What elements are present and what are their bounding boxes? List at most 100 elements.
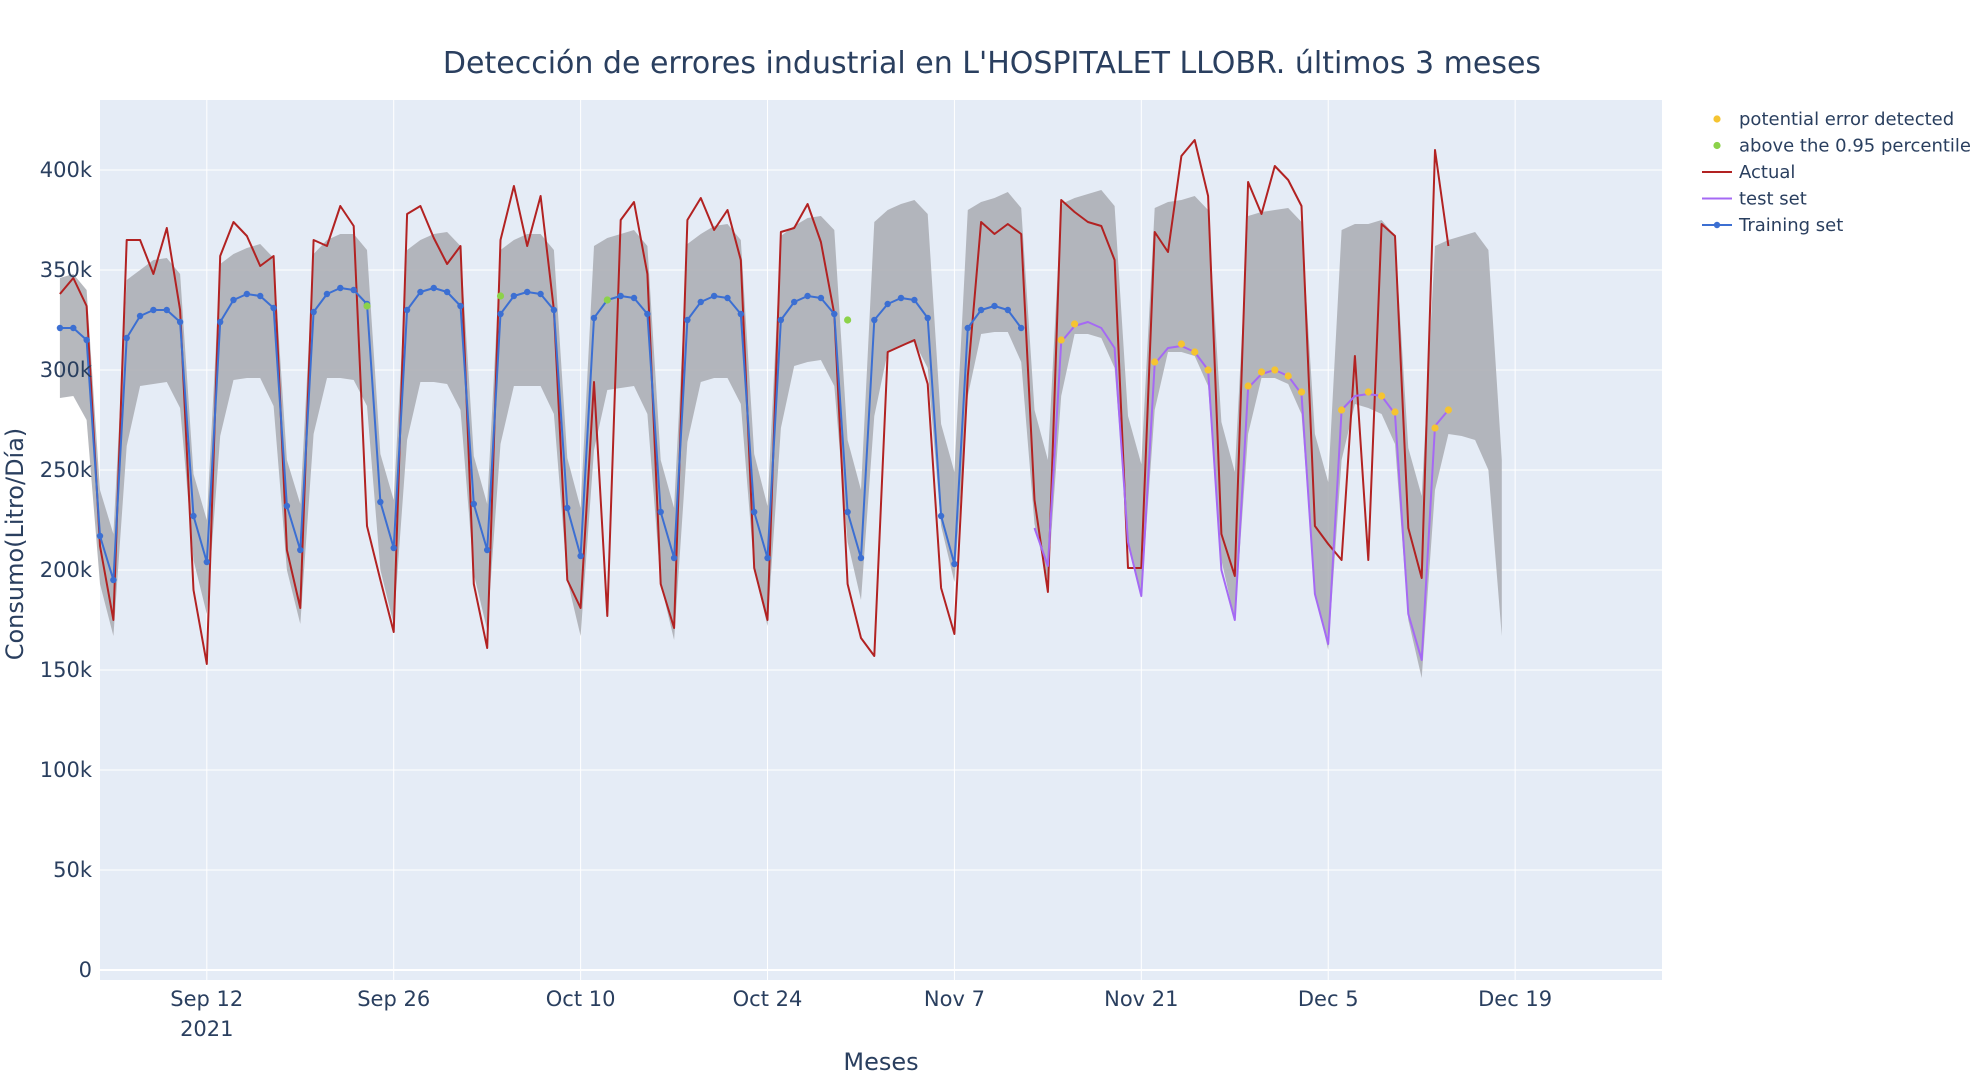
x-axis-ticks: Sep 12 2021 Sep 26 Oct 10 Oct 24 Nov 7 Nov 21 D… (170, 987, 1552, 1041)
training-set-point (56, 324, 64, 332)
training-set-point (697, 298, 704, 306)
training-set-point (590, 314, 598, 322)
training-set-point (190, 512, 197, 520)
legend-item[interactable]: Training set (1702, 215, 1843, 236)
legend-swatch-marker (1713, 141, 1721, 150)
legend-item[interactable]: above the 0.95 percentile (1713, 136, 1971, 157)
training-set-point (524, 288, 531, 296)
legend-label: above the 0.95 percentile (1739, 136, 1971, 157)
x-tick-label: Nov 7 (924, 987, 985, 1011)
training-set-point (96, 532, 104, 540)
legend-label: Training set (1738, 215, 1843, 236)
training-set-point (417, 288, 424, 296)
training-set-point (897, 294, 905, 302)
training-set-point (470, 500, 478, 508)
training-set-point (310, 308, 317, 316)
x-tick-label: Sep 26 (357, 987, 430, 1011)
training-set-point (150, 306, 157, 314)
training-set-point (163, 306, 170, 314)
x-tick-label: Oct 10 (546, 987, 616, 1011)
legend-item[interactable]: Actual (1702, 162, 1795, 183)
legend-swatch-marker (1713, 115, 1721, 123)
training-set-point (176, 318, 184, 326)
potential-error-point (1177, 340, 1185, 348)
x-tick-label: Oct 24 (733, 987, 803, 1011)
training-set-point (390, 544, 397, 552)
above-percentile-point (363, 302, 371, 310)
training-set-point (136, 312, 144, 320)
y-tick-label: 50k (53, 858, 93, 882)
training-set-point (684, 316, 691, 324)
x-axis-title: Meses (843, 1048, 918, 1076)
training-set-point (977, 306, 985, 314)
training-set-point (657, 508, 664, 516)
training-set-point (123, 334, 130, 342)
training-set-point (403, 306, 411, 314)
training-set-point (804, 292, 811, 300)
training-set-point (991, 302, 998, 310)
training-set-point (510, 292, 518, 300)
training-set-point (430, 284, 437, 292)
y-tick-label: 200k (40, 558, 93, 582)
x-tick-label: Sep 12 (170, 987, 243, 1011)
training-set-point (737, 310, 745, 318)
y-tick-label: 350k (40, 258, 93, 282)
training-set-point (951, 560, 958, 568)
training-set-point (857, 554, 865, 562)
legend-item[interactable]: test set (1702, 189, 1807, 210)
legend[interactable]: potential error detected above the 0.95 p… (1702, 109, 1971, 236)
training-set-point (644, 310, 651, 318)
training-set-point (203, 558, 211, 566)
training-set-point (764, 554, 771, 562)
training-set-point (871, 316, 878, 324)
y-tick-label: 400k (40, 158, 93, 182)
training-set-point (270, 304, 277, 312)
training-set-point (617, 292, 624, 300)
training-set-point (577, 552, 584, 560)
training-set-point (230, 296, 237, 304)
potential-error-point (1297, 388, 1306, 396)
x-tick-label: Dec 19 (1478, 987, 1552, 1011)
training-set-point (710, 292, 718, 300)
legend-label: test set (1739, 189, 1807, 210)
chart-title: Detección de errores industrial en L'HOS… (443, 46, 1541, 81)
y-tick-label: 300k (40, 358, 93, 382)
training-set-point (257, 292, 264, 300)
training-set-point (537, 290, 544, 298)
training-set-point (483, 546, 491, 554)
training-set-point (564, 504, 571, 512)
potential-error-point (1337, 406, 1346, 414)
training-set-point (724, 294, 731, 302)
legend-item[interactable]: potential error detected (1713, 109, 1954, 130)
training-set-point (791, 298, 798, 306)
potential-error-point (1244, 382, 1252, 390)
training-set-point (350, 286, 357, 294)
above-percentile-point (844, 316, 852, 324)
potential-error-point (1391, 408, 1399, 416)
y-tick-label: 100k (40, 758, 93, 782)
potential-error-point (1378, 392, 1386, 400)
actual-series-line (59, 139, 1450, 665)
y-axis-ticks: 0 50k 100k 150k 200k 250k 300k 350k 400k (40, 158, 93, 982)
training-set-point (337, 284, 344, 292)
training-set-point (1017, 324, 1025, 332)
training-set-point (297, 546, 304, 554)
legend-label: Actual (1739, 162, 1795, 183)
potential-error-point (1257, 368, 1266, 376)
training-set-point (70, 324, 77, 332)
training-set-point (1004, 306, 1012, 314)
training-set-point (670, 554, 678, 562)
training-set-point (110, 576, 117, 584)
training-set-point (911, 296, 918, 304)
potential-error-point (1191, 348, 1199, 356)
training-set-point (443, 288, 451, 296)
series-markers (56, 284, 1452, 584)
training-set-point (964, 324, 971, 332)
potential-error-point (1444, 406, 1452, 414)
x-tick-label: Nov 21 (1104, 987, 1178, 1011)
training-set-point (924, 314, 931, 322)
legend-swatch-marker (1713, 221, 1721, 229)
potential-error-point (1057, 336, 1065, 344)
y-tick-label: 150k (40, 658, 93, 682)
